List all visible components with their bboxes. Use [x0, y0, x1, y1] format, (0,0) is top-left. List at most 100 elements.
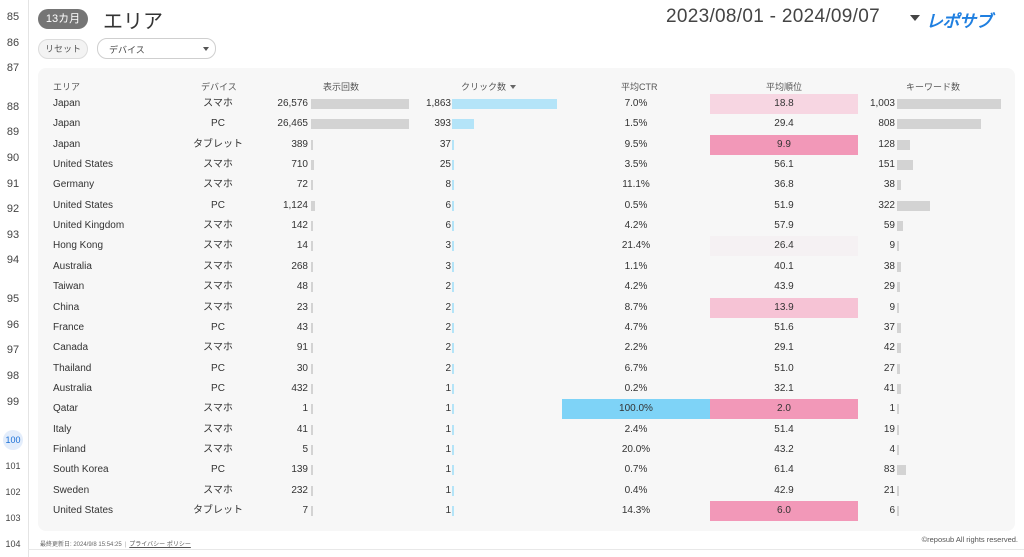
cell-rank: 29.1	[774, 342, 794, 354]
table-row[interactable]: Taiwan スマホ 48 2 4.2% 43.9 29	[38, 277, 1015, 297]
table-row[interactable]: Italy スマホ 41 1 2.4% 51.4 19	[38, 420, 1015, 440]
cell-impressions: 30	[296, 362, 308, 374]
keywords-bar	[897, 363, 900, 374]
cell-area: Thailand	[53, 362, 92, 374]
clicks-bar	[452, 221, 454, 232]
cell-rank: 26.4	[710, 236, 858, 257]
date-range-picker[interactable]: 2023/08/01 - 2024/09/07	[666, 6, 880, 27]
clicks-bar	[452, 241, 454, 252]
cell-device: スマホ	[203, 484, 233, 496]
row-number: 92	[6, 203, 20, 215]
header-clicks-label: クリック数	[461, 82, 507, 92]
cell-keywords: 27	[883, 362, 895, 374]
table-row[interactable]: Sweden スマホ 232 1 0.4% 42.9 21	[38, 481, 1015, 501]
cell-clicks: 1	[445, 464, 451, 476]
table-row[interactable]: Australia PC 432 1 0.2% 32.1 41	[38, 379, 1015, 399]
impressions-bar	[311, 444, 313, 455]
cell-area: Japan	[53, 138, 81, 150]
cell-ctr: 4.7%	[624, 321, 648, 333]
header-clicks[interactable]: クリック数	[461, 80, 517, 93]
keywords-bar	[897, 200, 931, 211]
table-row[interactable]: Germany スマホ 72 8 11.1% 36.8 38	[38, 175, 1015, 195]
keywords-bar	[897, 506, 899, 516]
cell-rank: 29.4	[774, 118, 794, 130]
table-row[interactable]: Hong Kong スマホ 14 3 21.4% 26.4 9	[38, 236, 1015, 257]
header-impressions[interactable]: 表示回数	[323, 82, 360, 92]
table-row[interactable]: United Kingdom スマホ 142 6 4.2% 57.9 59	[38, 216, 1015, 236]
impressions-bar	[311, 261, 313, 272]
keywords-bar	[897, 424, 899, 435]
impressions-bar	[311, 139, 313, 150]
row-number: 90	[6, 152, 20, 164]
cell-impressions: 232	[291, 484, 308, 496]
table-row[interactable]: Qatar スマホ 1 1 100.0% 2.0 1	[38, 399, 1015, 420]
cell-rank: 51.0	[774, 362, 794, 374]
clicks-bar	[452, 261, 454, 272]
impressions-bar	[311, 506, 313, 516]
impressions-bar	[311, 200, 316, 211]
cell-device: PC	[211, 382, 225, 394]
keywords-bar	[897, 261, 901, 272]
cell-ctr: 3.5%	[624, 159, 648, 171]
table-row[interactable]: Japan タブレット 389 37 9.5% 9.9 128	[38, 134, 1015, 155]
device-filter-select[interactable]: デバイス	[97, 38, 216, 59]
table-row[interactable]: France PC 43 2 4.7% 51.6 37	[38, 318, 1015, 338]
reset-button[interactable]: リセット	[38, 39, 88, 59]
cell-ctr: 9.5%	[624, 138, 648, 150]
keywords-bar	[897, 241, 899, 252]
table-row[interactable]: United States タブレット 7 1 14.3% 6.0 6	[38, 501, 1015, 521]
table-row[interactable]: United States スマホ 710 25 3.5% 56.1 151	[38, 155, 1015, 175]
header-area[interactable]: エリア	[53, 82, 81, 92]
table-row[interactable]: Finland スマホ 5 1 20.0% 43.2 4	[38, 440, 1015, 460]
table-row[interactable]: Japan スマホ 26,576 1,863 7.0% 18.8 1,003	[38, 94, 1015, 114]
cell-impressions: 1,124	[282, 199, 308, 211]
row-number: 95	[6, 293, 20, 305]
table-row[interactable]: United States PC 1,124 6 0.5% 51.9 322	[38, 196, 1015, 216]
cell-device: スマホ	[203, 443, 233, 455]
cell-rank: 43.2	[774, 443, 794, 455]
table-row[interactable]: Thailand PC 30 2 6.7% 51.0 27	[38, 359, 1015, 379]
clicks-bar	[452, 363, 454, 374]
cell-device: PC	[211, 118, 225, 130]
cell-ctr: 100.0%	[562, 399, 710, 420]
cell-rank: 43.9	[774, 281, 794, 293]
table-row[interactable]: Canada スマホ 91 2 2.2% 29.1 42	[38, 338, 1015, 358]
cell-clicks: 1	[445, 423, 451, 435]
header-keywords[interactable]: キーワード数	[906, 82, 961, 92]
cell-device: スマホ	[203, 220, 233, 232]
table-row[interactable]: South Korea PC 139 1 0.7% 61.4 83	[38, 460, 1015, 480]
impressions-bar	[311, 322, 313, 333]
table-row[interactable]: Japan PC 26,465 393 1.5% 29.4 808	[38, 114, 1015, 134]
header-ctr[interactable]: 平均CTR	[621, 82, 658, 92]
cell-rank: 56.1	[774, 159, 794, 171]
cell-keywords: 6	[889, 505, 895, 516]
cell-impressions: 43	[296, 321, 308, 333]
cell-device: PC	[211, 199, 225, 211]
cell-impressions: 139	[291, 464, 308, 476]
device-filter-label: デバイス	[109, 45, 145, 55]
row-number: 96	[6, 319, 20, 331]
cell-area: Australia	[53, 260, 92, 272]
cell-area: China	[53, 301, 80, 313]
privacy-policy-link[interactable]: プライバシー ポリシー	[129, 542, 191, 548]
cell-keywords: 1	[889, 403, 895, 415]
chevron-down-icon[interactable]	[910, 15, 920, 21]
header-rank[interactable]: 平均順位	[766, 82, 803, 92]
keywords-bar	[897, 99, 1001, 109]
header-device[interactable]: デバイス	[201, 82, 237, 92]
cell-impressions: 41	[296, 423, 308, 435]
impressions-bar	[311, 363, 313, 374]
table-row[interactable]: Australia スマホ 268 3 1.1% 40.1 38	[38, 257, 1015, 277]
impressions-bar	[311, 302, 313, 313]
cell-impressions: 72	[296, 179, 308, 191]
cell-keywords: 9	[889, 240, 895, 252]
copyright: ©reposub All rights reserved.	[921, 535, 1018, 544]
cell-keywords: 4	[889, 443, 895, 455]
cell-ctr: 20.0%	[621, 443, 651, 455]
keywords-bar	[897, 282, 900, 293]
table-row[interactable]: China スマホ 23 2 8.7% 13.9 9	[38, 297, 1015, 318]
clicks-bar	[452, 343, 454, 354]
impressions-bar	[311, 404, 313, 415]
cell-device: スマホ	[203, 240, 233, 252]
keywords-bar	[897, 485, 900, 496]
